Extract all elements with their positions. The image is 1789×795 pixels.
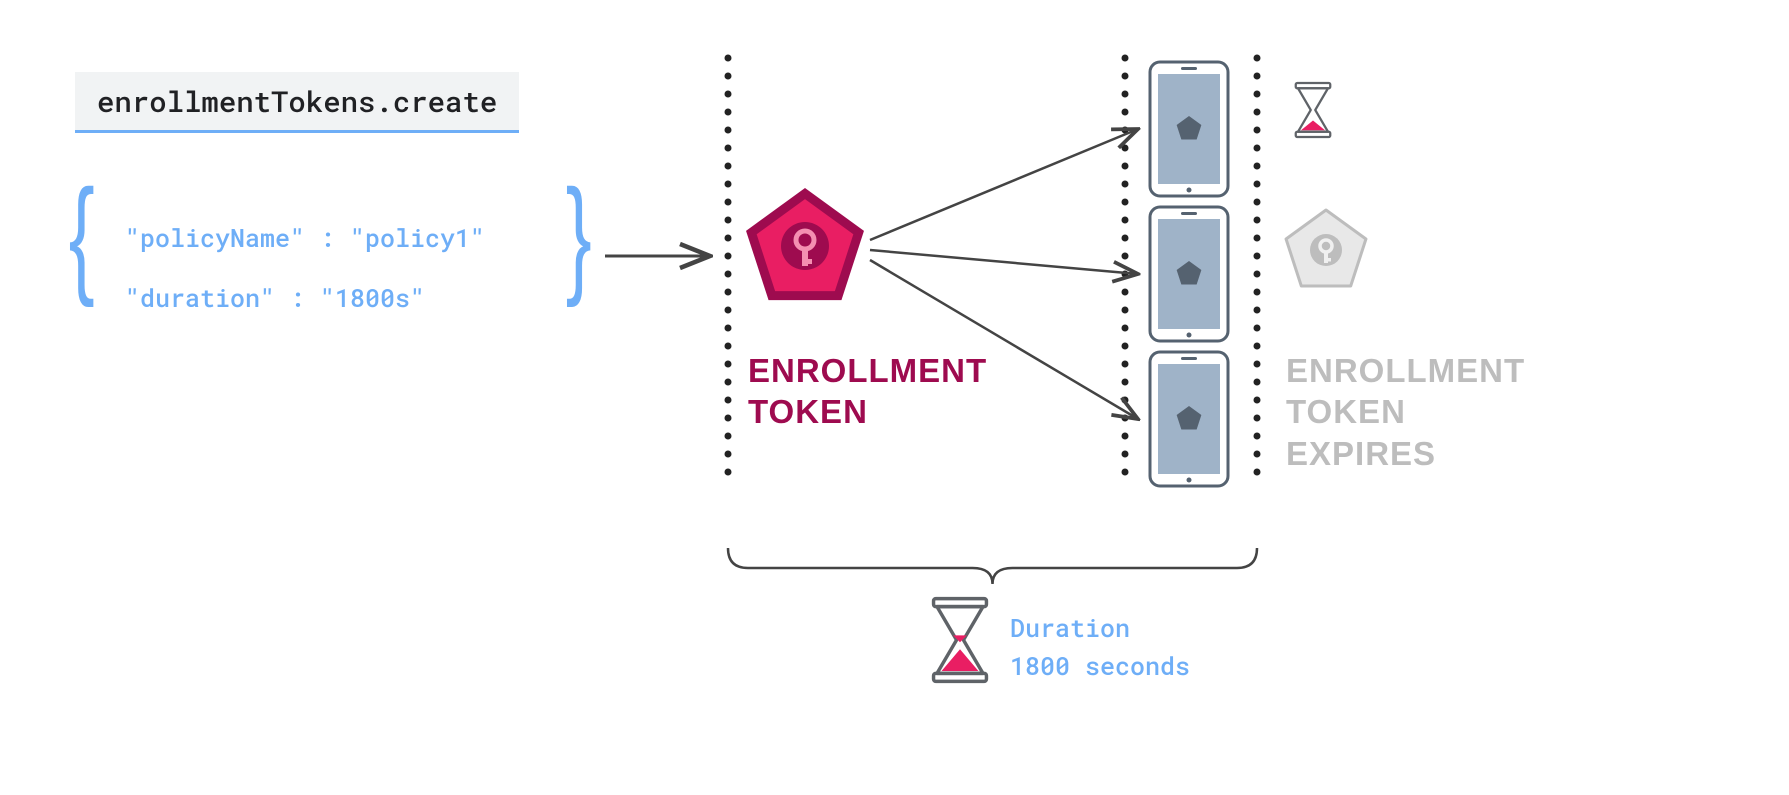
brace-left-icon: { [69,170,95,300]
duration-line1: Duration [1010,609,1190,647]
enrollment-token-label: ENROLLMENT TOKEN [748,350,987,433]
brace-right-icon: } [565,170,591,300]
diagram-canvas: enrollmentTokens.create { "policyName" :… [0,0,1789,795]
duration-label: Duration 1800 seconds [1010,609,1190,684]
expires-label-line2: TOKEN [1286,391,1525,432]
token-expires-label: ENROLLMENT TOKEN EXPIRES [1286,350,1525,474]
token-label-line2: TOKEN [748,391,987,432]
token-label-line1: ENROLLMENT [748,350,987,391]
duration-line2: 1800 seconds [1010,647,1190,685]
expires-label-line3: EXPIRES [1286,433,1525,474]
api-method-title: enrollmentTokens.create [75,72,519,133]
json-line-1: "policyName" : "policy1" [125,208,485,268]
expires-label-line1: ENROLLMENT [1286,350,1525,391]
json-lines: "policyName" : "policy1" "duration" : "1… [125,208,485,328]
json-line-2: "duration" : "1800s" [125,268,485,328]
json-request-block: { "policyName" : "policy1" "duration" : … [75,180,595,340]
